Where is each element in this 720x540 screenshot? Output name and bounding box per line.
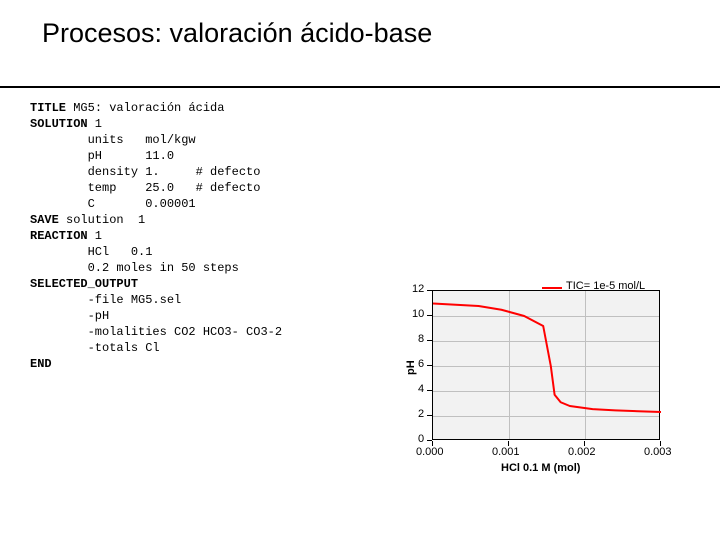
- x-tick-label: 0.002: [568, 446, 596, 458]
- code-text: MG5: valoración ácida: [66, 101, 224, 115]
- code-text: density 1. # defecto: [30, 165, 260, 179]
- code-text: -totals Cl: [30, 341, 160, 355]
- y-axis-label: pH: [405, 360, 417, 375]
- y-tick: [427, 340, 432, 341]
- kw-solution: SOLUTION: [30, 117, 88, 131]
- code-block: TITLE MG5: valoración ácida SOLUTION 1 u…: [30, 100, 282, 372]
- x-axis-label: HCl 0.1 M (mol): [501, 462, 580, 474]
- y-tick: [427, 415, 432, 416]
- divider: [0, 86, 720, 88]
- y-tick-label: 2: [418, 408, 424, 420]
- kw-end: END: [30, 357, 52, 371]
- y-tick-label: 4: [418, 383, 424, 395]
- code-text: -file MG5.sel: [30, 293, 181, 307]
- y-tick-label: 6: [418, 358, 424, 370]
- x-tick-label: 0.003: [644, 446, 672, 458]
- y-tick: [427, 290, 432, 291]
- x-tick-label: 0.000: [416, 446, 444, 458]
- y-tick-label: 0: [418, 433, 424, 445]
- y-tick-label: 12: [412, 283, 424, 295]
- y-tick: [427, 440, 432, 441]
- code-text: 1: [88, 117, 102, 131]
- code-text: pH 11.0: [30, 149, 174, 163]
- y-tick: [427, 365, 432, 366]
- kw-reaction: REACTION: [30, 229, 88, 243]
- y-tick-label: 10: [412, 308, 424, 320]
- x-tick-label: 0.001: [492, 446, 520, 458]
- code-text: solution 1: [59, 213, 145, 227]
- kw-title: TITLE: [30, 101, 66, 115]
- page-title: Procesos: valoración ácido-base: [42, 18, 432, 49]
- code-text: HCl 0.1: [30, 245, 152, 259]
- series-line: [433, 291, 661, 441]
- code-text: 0.2 moles in 50 steps: [30, 261, 239, 275]
- y-tick: [427, 390, 432, 391]
- y-tick: [427, 315, 432, 316]
- legend-label: TIC= 1e-5 mol/L: [566, 280, 645, 292]
- code-text: 1: [88, 229, 102, 243]
- code-text: -molalities CO2 HCO3- CO3-2: [30, 325, 282, 339]
- y-tick-label: 8: [418, 333, 424, 345]
- code-text: units mol/kgw: [30, 133, 196, 147]
- kw-save: SAVE: [30, 213, 59, 227]
- code-text: C 0.00001: [30, 197, 196, 211]
- code-text: -pH: [30, 309, 109, 323]
- plot-area: [432, 290, 660, 440]
- code-text: temp 25.0 # defecto: [30, 181, 260, 195]
- titration-chart: 0.000 0.001 0.002 0.003 0 2 4 6 8 10 12 pH HCl 0.1 M…: [397, 284, 697, 479]
- kw-selout: SELECTED_OUTPUT: [30, 277, 138, 291]
- legend-swatch: [542, 287, 562, 289]
